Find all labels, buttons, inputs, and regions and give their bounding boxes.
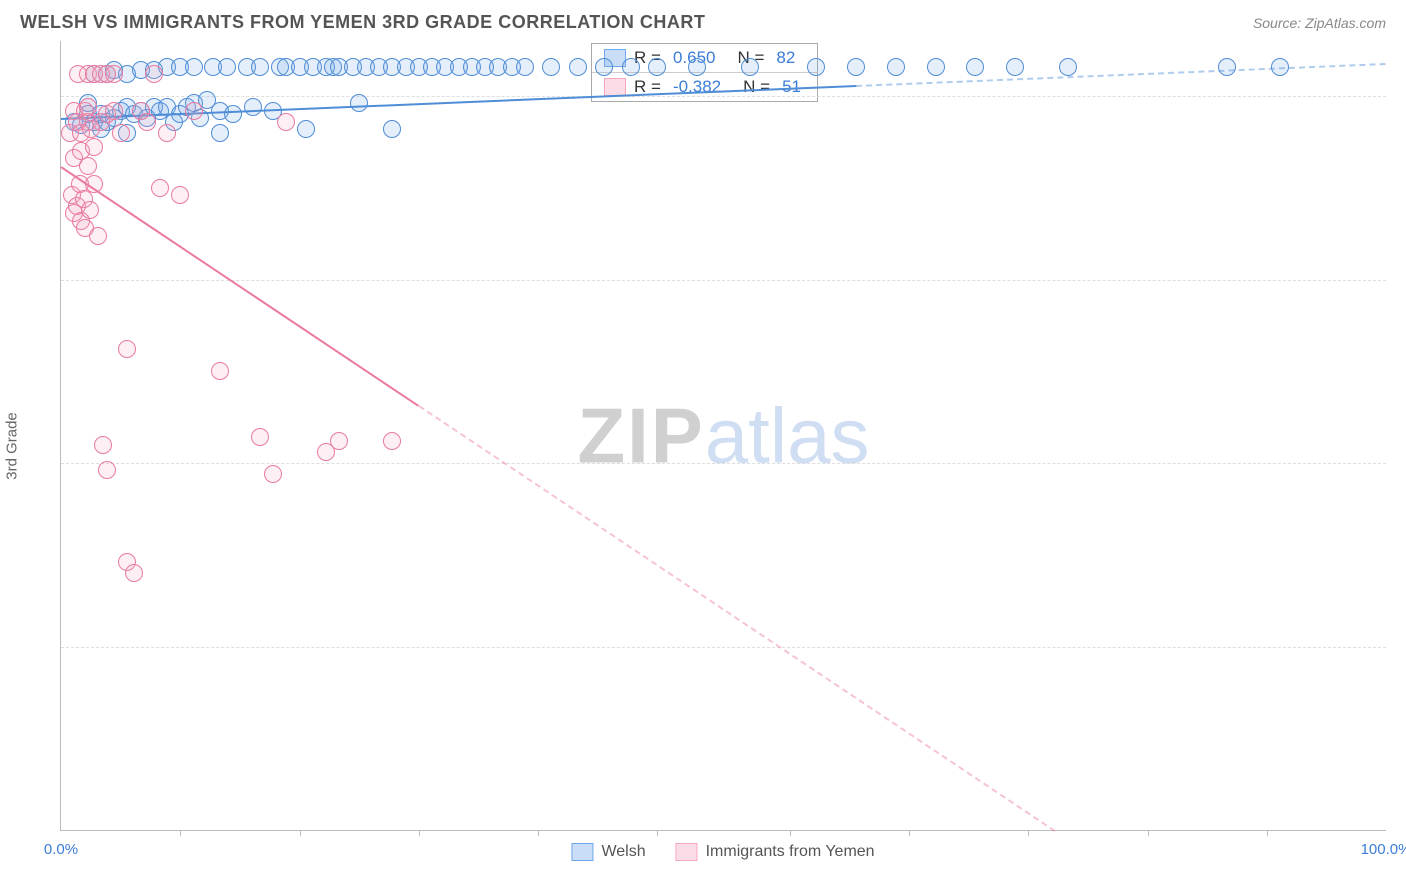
data-point [569, 58, 587, 76]
gridline-h [61, 96, 1386, 97]
watermark-atlas: atlas [705, 391, 870, 479]
data-point [516, 58, 534, 76]
data-point [151, 179, 169, 197]
data-point [125, 564, 143, 582]
data-point [251, 428, 269, 446]
y-axis-label: 3rd Grade [4, 412, 21, 480]
chart-source: Source: ZipAtlas.com [1253, 15, 1386, 31]
data-point [158, 124, 176, 142]
data-point [383, 432, 401, 450]
x-tick-mark [1148, 830, 1149, 836]
x-tick-mark [657, 830, 658, 836]
data-point [927, 58, 945, 76]
data-point [688, 58, 706, 76]
y-tick-label: 100.0% [1396, 88, 1406, 105]
legend-item: Immigrants from Yemen [676, 843, 875, 861]
data-point [85, 138, 103, 156]
chart-title: WELSH VS IMMIGRANTS FROM YEMEN 3RD GRADE… [20, 12, 705, 33]
y-tick-label: 95.0% [1396, 271, 1406, 288]
data-point [1006, 58, 1024, 76]
data-point [251, 58, 269, 76]
data-point [105, 65, 123, 83]
x-tick-mark [419, 830, 420, 836]
data-point [105, 102, 123, 120]
data-point [145, 65, 163, 83]
data-point [887, 58, 905, 76]
data-point [89, 227, 107, 245]
data-point [224, 105, 242, 123]
x-tick-mark [790, 830, 791, 836]
data-point [966, 58, 984, 76]
trend-line [60, 166, 419, 407]
legend-swatch [676, 843, 698, 861]
data-point [297, 120, 315, 138]
data-point [98, 461, 116, 479]
stat-n-label: N = [743, 77, 770, 97]
data-point [1218, 58, 1236, 76]
data-point [138, 113, 156, 131]
legend-swatch [571, 843, 593, 861]
gridline-h [61, 280, 1386, 281]
data-point [211, 362, 229, 380]
data-point [1059, 58, 1077, 76]
data-point [542, 58, 560, 76]
data-point [112, 124, 130, 142]
data-point [383, 120, 401, 138]
legend-item: Welsh [571, 843, 645, 861]
stat-n-value: 82 [772, 48, 799, 68]
series-swatch [604, 78, 626, 96]
data-point [185, 58, 203, 76]
x-tick-label: 0.0% [44, 841, 78, 858]
y-tick-label: 85.0% [1396, 638, 1406, 655]
gridline-h [61, 647, 1386, 648]
plot-region: ZIPatlas R =0.650N =82R =-0.382N =51 85.… [60, 41, 1386, 831]
watermark: ZIPatlas [577, 390, 869, 481]
data-point [277, 113, 295, 131]
data-point [118, 340, 136, 358]
y-tick-label: 90.0% [1396, 455, 1406, 472]
x-tick-mark [300, 830, 301, 836]
data-point [171, 186, 189, 204]
data-point [79, 157, 97, 175]
data-point [648, 58, 666, 76]
data-point [218, 58, 236, 76]
gridline-h [61, 463, 1386, 464]
legend-label: Welsh [601, 843, 645, 861]
data-point [264, 465, 282, 483]
chart-area: ZIPatlas R =0.650N =82R =-0.382N =51 85.… [60, 41, 1386, 831]
data-point [350, 94, 368, 112]
trend-line [418, 405, 1055, 832]
legend: Welsh Immigrants from Yemen [571, 843, 874, 861]
data-point [81, 201, 99, 219]
x-tick-label: 100.0% [1361, 841, 1406, 858]
watermark-zip: ZIP [577, 391, 704, 479]
data-point [244, 98, 262, 116]
x-tick-mark [909, 830, 910, 836]
data-point [741, 58, 759, 76]
chart-header: WELSH VS IMMIGRANTS FROM YEMEN 3RD GRADE… [0, 0, 1406, 41]
data-point [595, 58, 613, 76]
x-tick-mark [1028, 830, 1029, 836]
x-tick-mark [538, 830, 539, 836]
data-point [622, 58, 640, 76]
data-point [847, 58, 865, 76]
data-point [211, 124, 229, 142]
data-point [807, 58, 825, 76]
data-point [185, 102, 203, 120]
data-point [79, 98, 97, 116]
x-tick-mark [180, 830, 181, 836]
data-point [94, 436, 112, 454]
x-tick-mark [1267, 830, 1268, 836]
legend-label: Immigrants from Yemen [706, 843, 875, 861]
data-point [330, 432, 348, 450]
